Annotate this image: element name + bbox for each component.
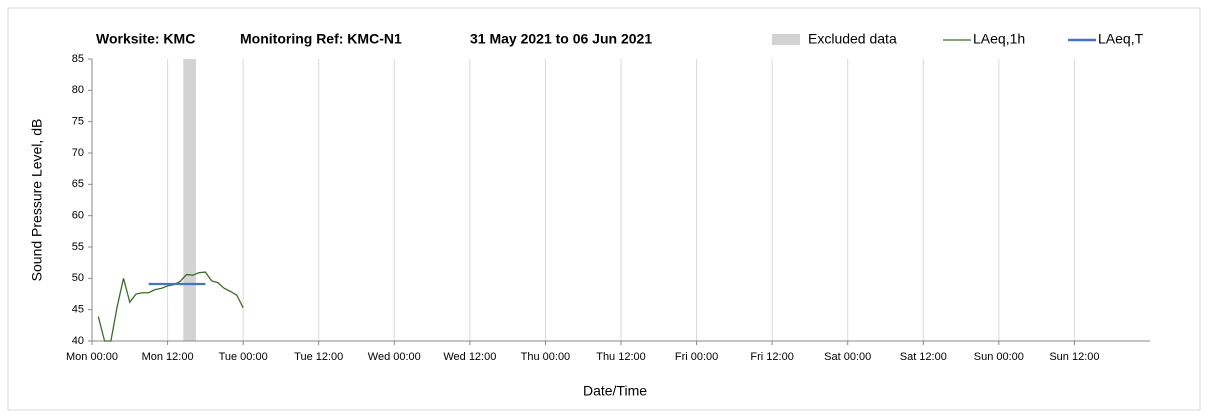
x-tick-label: Tue 12:00	[294, 351, 343, 363]
y-tick-label: 60	[72, 210, 84, 222]
legend-swatch	[772, 34, 800, 45]
x-tick-label: Sat 00:00	[824, 351, 871, 363]
chart-title: 31 May 2021 to 06 Jun 2021	[470, 31, 652, 47]
chart-title: Monitoring Ref: KMC-N1	[240, 31, 402, 47]
x-tick-label: Sun 12:00	[1049, 351, 1099, 363]
y-tick-label: 80	[72, 84, 84, 96]
series-line	[97, 271, 244, 342]
chart-title: Worksite: KMC	[96, 31, 195, 47]
chart-frame	[7, 7, 1201, 411]
excluded-band	[183, 59, 196, 341]
x-tick-label: Tue 00:00	[219, 351, 268, 363]
x-tick-label: Wed 12:00	[443, 351, 496, 363]
x-tick-label: Fri 12:00	[750, 351, 793, 363]
y-tick-label: 40	[72, 335, 84, 347]
x-axis-label: Date/Time	[583, 383, 647, 399]
y-tick-label: 70	[72, 147, 84, 159]
x-tick-label: Thu 00:00	[521, 351, 571, 363]
x-tick-label: Sun 00:00	[974, 351, 1024, 363]
legend-label: LAeq,1h	[973, 31, 1025, 47]
x-tick-label: Mon 00:00	[66, 351, 118, 363]
x-tick-label: Sat 12:00	[900, 351, 947, 363]
y-tick-label: 45	[72, 304, 84, 316]
y-tick-label: 50	[72, 272, 84, 284]
legend-label: Excluded data	[808, 31, 897, 47]
y-tick-label: 55	[72, 241, 84, 253]
y-tick-label: 85	[72, 53, 84, 65]
y-tick-label: 75	[72, 116, 84, 128]
x-tick-label: Thu 12:00	[596, 351, 646, 363]
x-tick-label: Mon 12:00	[142, 351, 194, 363]
y-axis-label: Sound Pressure Level, dB	[29, 119, 45, 282]
y-tick-label: 65	[72, 178, 84, 190]
x-tick-label: Wed 00:00	[368, 351, 421, 363]
legend-label: LAeq,T	[1098, 31, 1144, 47]
x-tick-label: Fri 00:00	[675, 351, 718, 363]
